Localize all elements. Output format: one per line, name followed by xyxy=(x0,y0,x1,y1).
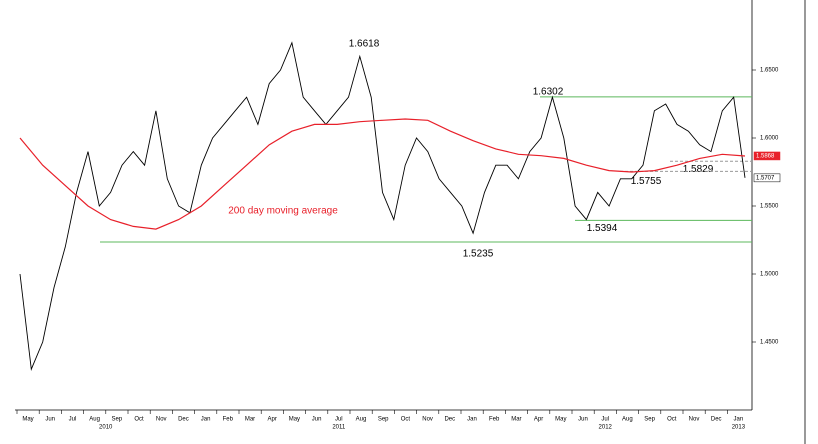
series-line xyxy=(19,41,746,371)
x-tick-label: Aug xyxy=(89,417,100,423)
annotation: 1.5394 xyxy=(587,223,618,234)
x-tick-label: Apr xyxy=(534,417,543,423)
annotation: 1.5755 xyxy=(631,176,662,187)
x-tick-label: Aug xyxy=(622,417,633,423)
annotation: 1.6618 xyxy=(349,39,380,50)
x-tick-label: Aug xyxy=(356,417,367,423)
annotation: 1.6302 xyxy=(533,87,564,98)
year-label: 2011 xyxy=(332,425,346,431)
x-tick-label: Jun xyxy=(578,417,588,423)
x-tick-label: Jun xyxy=(45,417,55,423)
x-tick-label: Jul xyxy=(69,417,77,423)
x-tick-label: Dec xyxy=(178,417,189,423)
x-tick-label: Sep xyxy=(378,417,389,423)
x-tick-label: Apr xyxy=(268,417,277,423)
end-label-box xyxy=(753,173,781,183)
x-tick-label: May xyxy=(22,417,33,423)
x-tick-label: Nov xyxy=(689,417,700,423)
x-tick-label: Jul xyxy=(601,417,609,423)
x-tick-label: May xyxy=(289,417,300,423)
annotation: 1.5829 xyxy=(683,164,714,175)
year-label: 2010 xyxy=(99,425,113,431)
x-tick-label: Jan xyxy=(467,417,477,423)
year-label: 2012 xyxy=(599,425,613,431)
x-tick-label: Nov xyxy=(156,417,167,423)
x-tick-label: Feb xyxy=(489,417,500,423)
x-tick-label: Jan xyxy=(201,417,211,423)
x-tick-label: Oct xyxy=(134,417,144,423)
y-tick-label: 1.6500 xyxy=(760,68,779,74)
series-line xyxy=(19,118,746,230)
x-tick-label: Oct xyxy=(667,417,677,423)
x-tick-label: Dec xyxy=(711,417,722,423)
x-tick-label: Sep xyxy=(111,417,122,423)
annotation: 1.5235 xyxy=(463,249,494,260)
x-tick-label: Jun xyxy=(312,417,322,423)
x-tick-label: Feb xyxy=(223,417,234,423)
series-annotation: 200 day moving average xyxy=(228,206,338,217)
x-tick-label: Oct xyxy=(401,417,411,423)
x-tick-label: Mar xyxy=(511,417,521,423)
x-tick-label: Dec xyxy=(444,417,455,423)
x-tick-label: May xyxy=(555,417,566,423)
x-tick-label: Mar xyxy=(245,417,255,423)
x-tick-label: Nov xyxy=(422,417,433,423)
y-tick-label: 1.6000 xyxy=(760,136,779,142)
y-tick-label: 1.5000 xyxy=(760,272,779,278)
x-tick-label: Jan xyxy=(734,417,744,423)
x-tick-label: Sep xyxy=(644,417,655,423)
x-tick-label: Jul xyxy=(335,417,343,423)
end-label: 1.5868 xyxy=(756,154,775,160)
y-tick-label: 1.5500 xyxy=(760,204,779,210)
end-label-box xyxy=(753,151,781,161)
y-tick-label: 1.4500 xyxy=(760,340,779,346)
end-label: 1.5707 xyxy=(756,175,775,181)
year-label: 2013 xyxy=(732,425,746,431)
